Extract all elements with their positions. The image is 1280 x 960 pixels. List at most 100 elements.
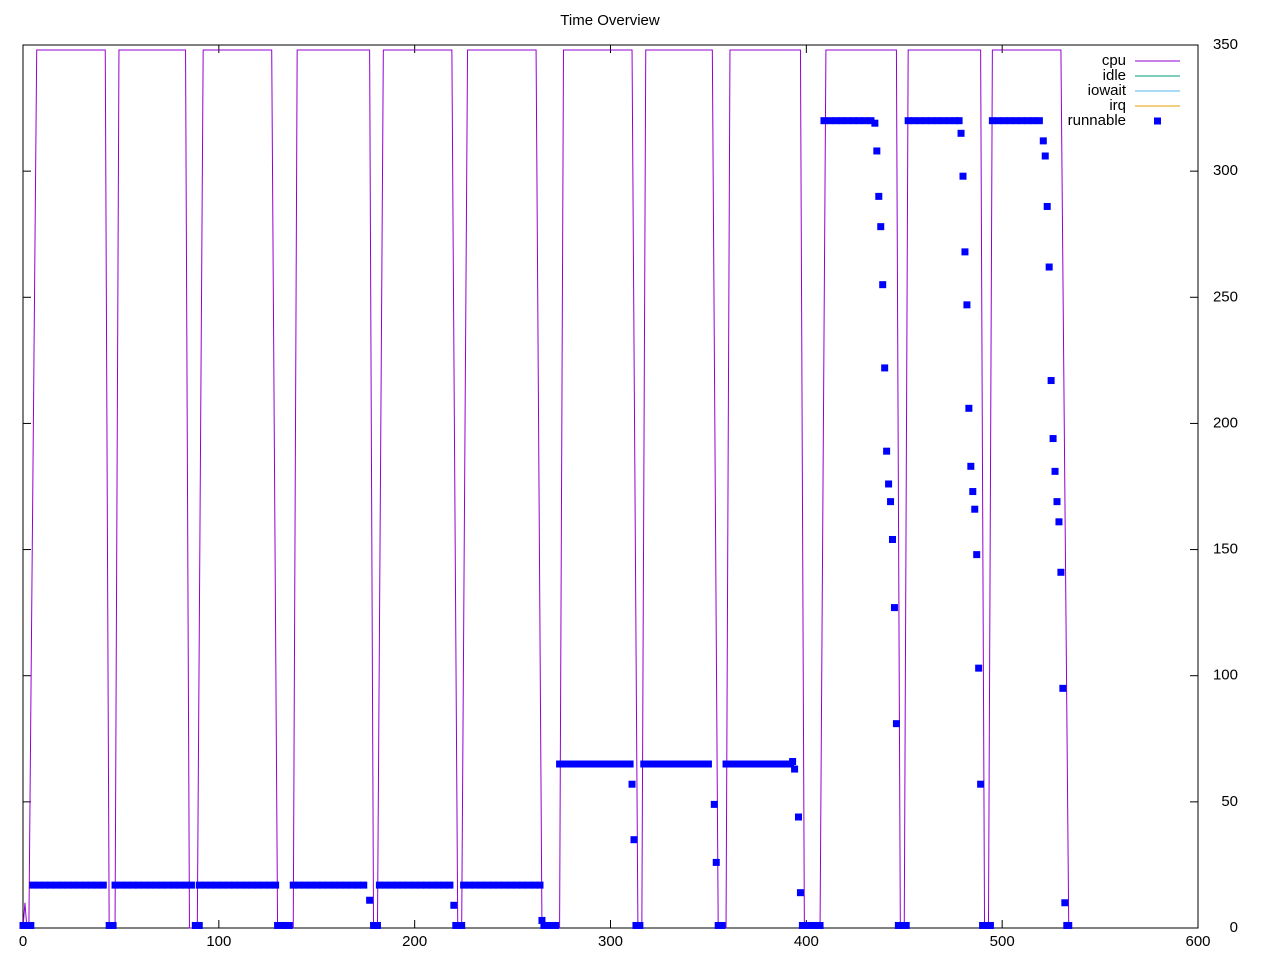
point xyxy=(714,921,722,929)
point xyxy=(93,881,101,889)
point xyxy=(360,881,368,889)
x-tick-label: 400 xyxy=(794,933,819,950)
point xyxy=(632,921,640,929)
point xyxy=(969,488,977,496)
point xyxy=(751,760,759,768)
point xyxy=(875,192,883,200)
point xyxy=(910,117,918,125)
point xyxy=(219,881,227,889)
point xyxy=(843,117,851,125)
point xyxy=(35,881,43,889)
point xyxy=(140,881,148,889)
point xyxy=(52,881,60,889)
point xyxy=(88,881,96,889)
point xyxy=(366,896,374,904)
point xyxy=(307,881,315,889)
point xyxy=(804,921,812,929)
point xyxy=(988,117,996,125)
point xyxy=(58,881,66,889)
point xyxy=(567,760,575,768)
point xyxy=(620,760,628,768)
point xyxy=(1024,117,1032,125)
point xyxy=(1065,921,1073,929)
point xyxy=(513,881,520,889)
point xyxy=(646,760,654,768)
point xyxy=(135,881,143,889)
point xyxy=(336,881,344,889)
point xyxy=(663,760,671,768)
point xyxy=(945,117,953,125)
point xyxy=(1043,202,1051,210)
y-tick-label: 100 xyxy=(1213,667,1238,684)
point xyxy=(894,921,902,929)
point xyxy=(904,117,912,125)
point xyxy=(994,117,1002,125)
point xyxy=(201,881,209,889)
point xyxy=(718,921,726,929)
point xyxy=(417,881,425,889)
point xyxy=(411,881,419,889)
point xyxy=(458,921,466,929)
point xyxy=(791,765,799,773)
y-tick-label: 200 xyxy=(1213,414,1238,431)
point xyxy=(614,760,622,768)
point xyxy=(579,760,587,768)
point xyxy=(546,921,554,929)
x-tick-label: 200 xyxy=(402,933,427,950)
point xyxy=(393,881,401,889)
point xyxy=(979,921,987,929)
point xyxy=(146,881,154,889)
point xyxy=(248,881,256,889)
point xyxy=(712,858,720,866)
point xyxy=(879,281,887,289)
point xyxy=(330,881,338,889)
point xyxy=(885,480,893,488)
point xyxy=(675,760,683,768)
point xyxy=(855,117,863,125)
point xyxy=(64,881,72,889)
x-tick-label: 500 xyxy=(990,933,1015,950)
point xyxy=(191,921,199,929)
point xyxy=(704,760,712,768)
point xyxy=(971,505,979,513)
point xyxy=(236,881,244,889)
point xyxy=(23,921,31,929)
y-tick-label: 300 xyxy=(1213,162,1238,179)
point xyxy=(518,881,526,889)
point xyxy=(951,117,959,125)
legend-label: cpu xyxy=(1102,52,1126,69)
point xyxy=(986,921,994,929)
point xyxy=(530,881,538,889)
point xyxy=(961,248,969,256)
point xyxy=(983,921,990,929)
point xyxy=(636,921,644,929)
point xyxy=(195,921,203,929)
point xyxy=(507,881,515,889)
point xyxy=(873,147,881,155)
point xyxy=(375,881,383,889)
point xyxy=(552,921,560,929)
point xyxy=(471,881,479,889)
point xyxy=(164,881,172,889)
point xyxy=(434,881,442,889)
point xyxy=(789,757,797,765)
point xyxy=(1012,117,1020,125)
point xyxy=(881,364,889,372)
point xyxy=(46,881,54,889)
point xyxy=(213,881,221,889)
x-tick-label: 600 xyxy=(1185,933,1210,950)
point xyxy=(746,760,754,768)
point xyxy=(483,881,491,889)
point xyxy=(373,921,381,929)
point xyxy=(381,881,389,889)
point xyxy=(816,921,824,929)
point xyxy=(524,881,532,889)
point xyxy=(19,921,27,929)
point xyxy=(152,881,160,889)
point xyxy=(849,117,857,125)
point xyxy=(585,760,593,768)
y-tick-label: 250 xyxy=(1213,288,1238,305)
point xyxy=(195,881,203,889)
point xyxy=(955,117,963,125)
